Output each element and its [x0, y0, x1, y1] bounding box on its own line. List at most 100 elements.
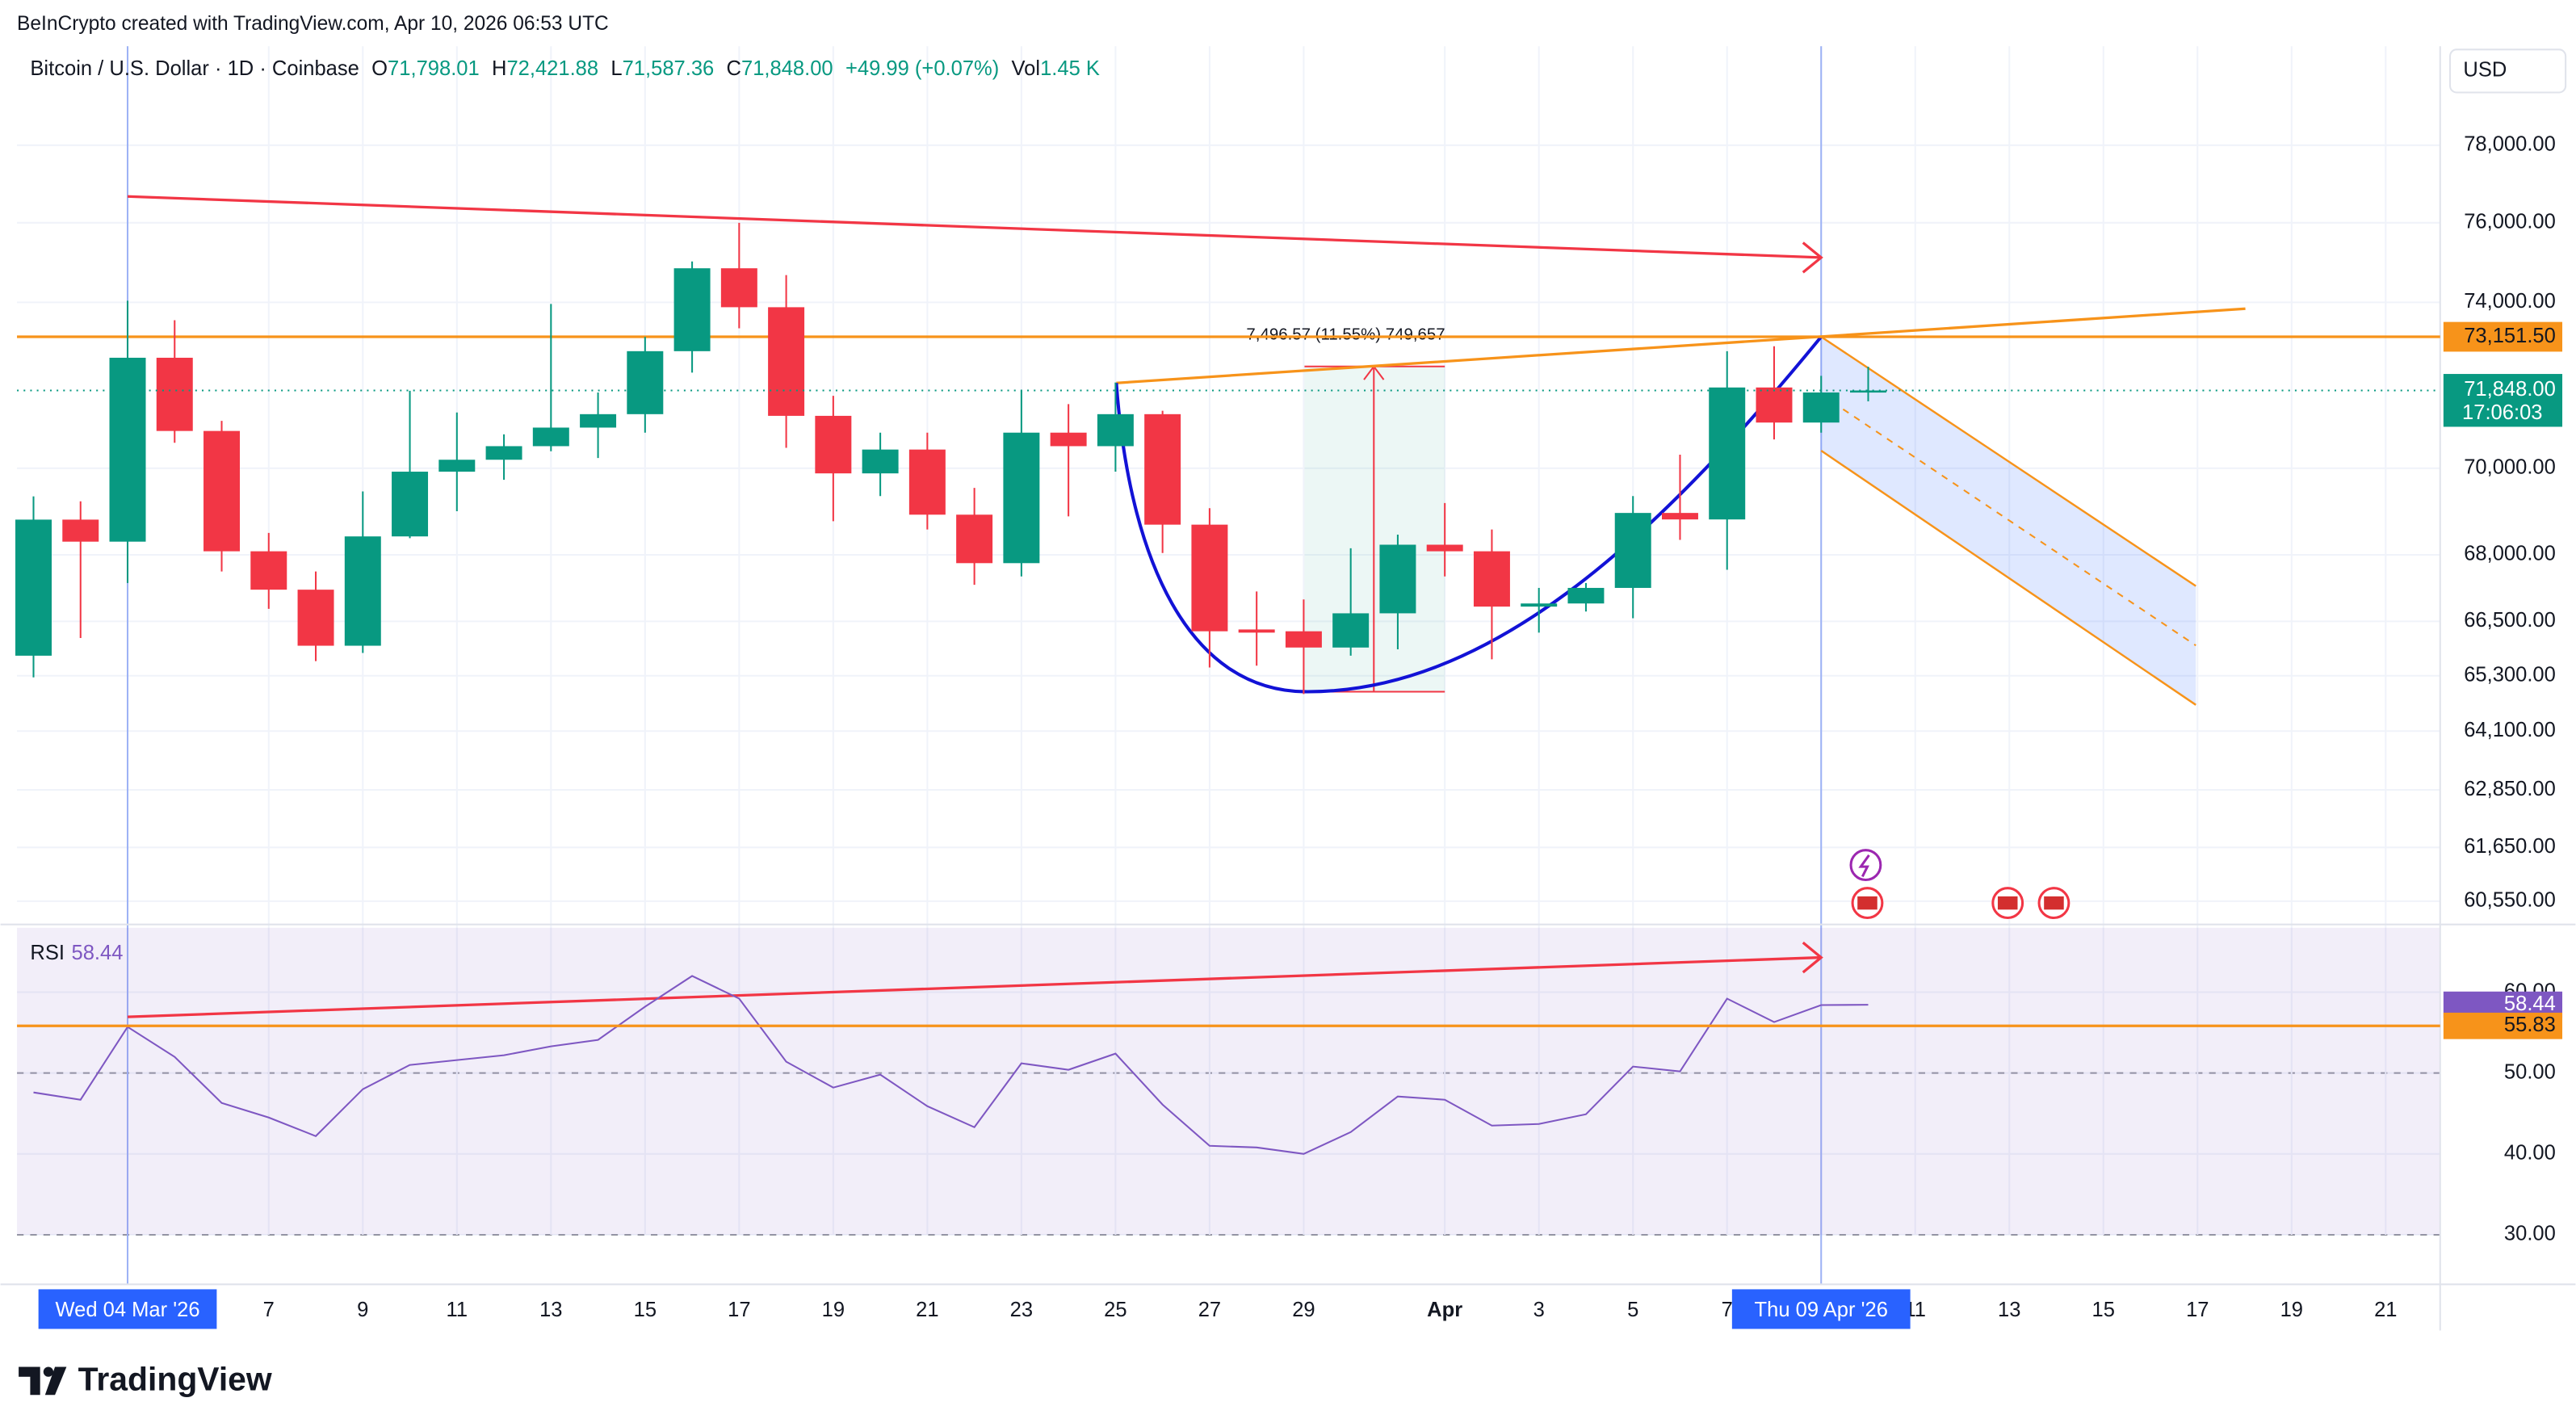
candle-body — [1661, 513, 1698, 520]
flag — [1857, 896, 1877, 910]
x-tick-label: 23 — [1010, 1299, 1033, 1321]
attribution: BeInCrypto created with TradingView.com,… — [17, 13, 609, 35]
y-tick-label: 66,500.00 — [2464, 609, 2556, 632]
measure-label: 7,496.57 (11.55%) 749,657 — [1246, 325, 1445, 343]
candle-body — [580, 413, 617, 428]
x-tick-label: 9 — [357, 1299, 368, 1321]
candle-body — [1050, 432, 1087, 447]
legend-value: 72,421.88 — [506, 57, 598, 80]
candle-body — [862, 449, 899, 474]
y-tick-label: 68,000.00 — [2464, 543, 2556, 565]
channel-bottom — [1820, 450, 2196, 706]
crosshair-label: Wed 04 Mar '26 — [55, 1299, 199, 1321]
candle-body — [1144, 413, 1181, 525]
level-label: 73,151.50 — [2464, 325, 2556, 347]
candle-body — [908, 449, 946, 515]
legend-key: H — [492, 57, 506, 80]
legend-key: L — [610, 57, 622, 80]
event-icon — [1849, 849, 1882, 882]
candle-body — [1473, 551, 1510, 607]
candle-body — [392, 472, 429, 537]
x-tick-label: 5 — [1627, 1299, 1638, 1321]
x-tick-label: 7 — [1722, 1299, 1733, 1321]
candle-body — [1756, 387, 1793, 423]
footer-logo: TradingView — [78, 1361, 272, 1398]
flag — [2044, 896, 2064, 910]
flag — [1997, 896, 2018, 910]
x-tick-label: 19 — [2280, 1299, 2303, 1321]
y-tick-label: 76,000.00 — [2464, 211, 2556, 233]
y-tick-label: 64,100.00 — [2464, 719, 2556, 741]
candle-body — [1003, 432, 1040, 564]
candle-body — [532, 427, 569, 447]
measure-box — [1304, 366, 1445, 692]
candle-body — [627, 351, 664, 414]
candle-body — [297, 590, 334, 646]
x-tick-label: 21 — [916, 1299, 938, 1321]
y-tick-label: 50.00 — [2504, 1060, 2556, 1083]
candle-body — [1850, 390, 1886, 393]
candle-body — [485, 446, 522, 460]
trendline-arrowhead — [1802, 241, 1823, 274]
symbol-legend: Bitcoin / U.S. Dollar · 1D · Coinbase O7… — [30, 57, 1100, 80]
candle-body — [15, 519, 52, 656]
legend-value: 71,798.01 — [388, 57, 480, 80]
candle-body — [1238, 629, 1275, 633]
rsi-trendline-arrowhead — [1802, 941, 1823, 974]
x-tick-label: 21 — [2374, 1299, 2397, 1321]
crosshair-label: Thu 09 Apr '26 — [1755, 1299, 1888, 1321]
candle-body — [720, 268, 757, 308]
currency[interactable]: USD — [2463, 59, 2507, 82]
candle-body — [438, 460, 476, 472]
channel-top — [1820, 335, 2196, 587]
rsi-level-label: 55.83 — [2504, 1014, 2556, 1036]
y-tick-label: 70,000.00 — [2464, 456, 2556, 479]
candle-body — [1709, 387, 1746, 520]
rsi-name: RSI — [30, 942, 65, 964]
logo-mark — [19, 1366, 40, 1396]
change: +49.99 (+0.07%) — [845, 57, 999, 80]
legend-value: 71,587.36 — [623, 57, 715, 80]
x-tick-label: 17 — [2186, 1299, 2209, 1321]
currency-box[interactable] — [2449, 48, 2567, 94]
rsi-level-box — [2443, 1012, 2563, 1039]
y-tick-label: 78,000.00 — [2464, 133, 2556, 156]
x-tick-label: 7 — [263, 1299, 275, 1321]
crosshair-label-box — [38, 1289, 217, 1329]
candle-body — [156, 357, 193, 431]
legend-value: 71,848.00 — [741, 57, 833, 80]
candle-body — [1567, 587, 1605, 604]
candle-body — [62, 519, 99, 542]
candle-body — [1332, 613, 1370, 648]
rsi-line — [33, 975, 1869, 1155]
volume: 1.45 K — [1040, 57, 1100, 80]
y-tick-label: 40.00 — [2504, 1142, 2556, 1165]
marks-layer — [15, 222, 2440, 1155]
logo-mark — [44, 1366, 67, 1396]
y-tick-label: 60,550.00 — [2464, 889, 2556, 912]
candle-body — [109, 357, 146, 542]
candle-body — [1802, 392, 1840, 423]
candle-body — [815, 415, 852, 474]
candle-body — [673, 268, 711, 351]
legend-key: O — [371, 57, 388, 80]
volume-key: Vol — [1012, 57, 1041, 80]
candle-body — [344, 536, 381, 646]
countdown: 17:06:03 — [2462, 401, 2542, 424]
candle-body — [1614, 513, 1651, 588]
cup-curve — [1114, 335, 1823, 694]
x-tick-label: 27 — [1198, 1299, 1221, 1321]
x-tick-label: 19 — [822, 1299, 845, 1321]
rim-line — [1116, 307, 2246, 384]
symbol: Bitcoin / U.S. Dollar · 1D · Coinbase — [30, 57, 359, 80]
y-tick-label: 65,300.00 — [2464, 663, 2556, 686]
logo-mark — [43, 1366, 54, 1377]
resistance-trendline — [127, 195, 1822, 259]
event-icons — [1849, 849, 2070, 920]
candle-body — [1285, 631, 1322, 648]
candle-body — [768, 307, 805, 416]
logo — [19, 1366, 67, 1396]
y-tick-label: 61,650.00 — [2464, 835, 2556, 858]
x-tick-label: 25 — [1104, 1299, 1126, 1321]
